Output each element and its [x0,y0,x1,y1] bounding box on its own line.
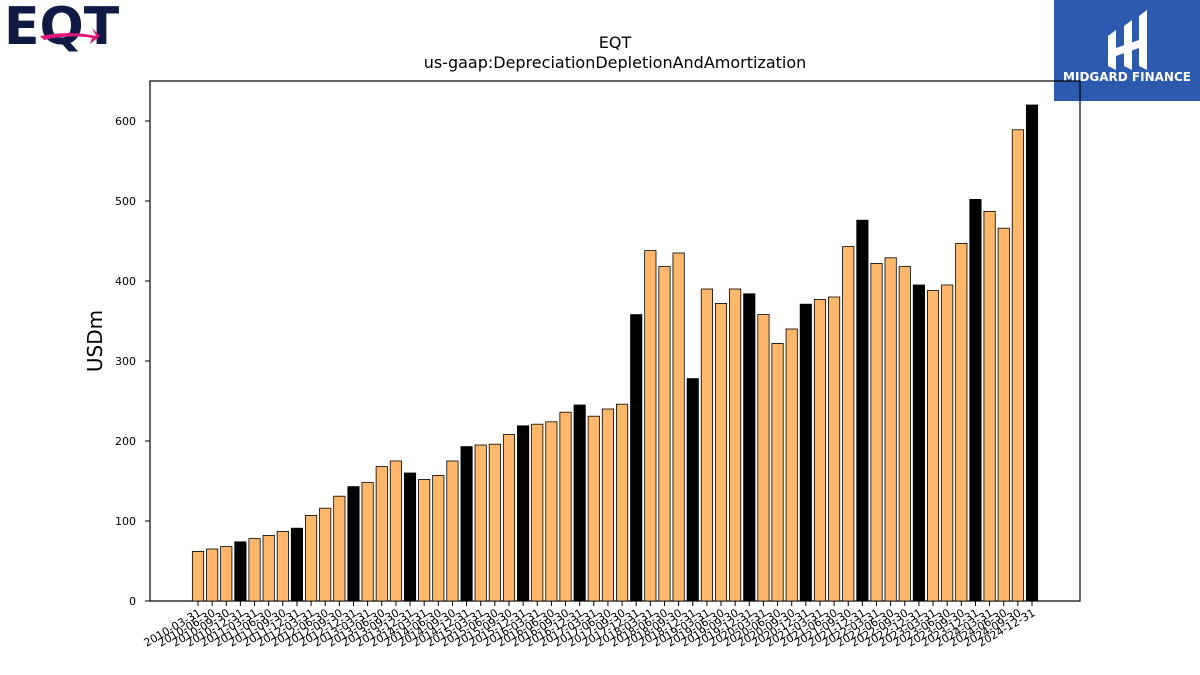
company-logo-text: EQT [4,0,120,57]
bar [757,314,770,602]
bar [191,551,205,602]
bar [700,288,713,602]
y-tick-label: 200 [115,435,136,448]
x-axis: 2010-03-312010-06-302010-09-302010-12-31… [142,601,1038,650]
bar [403,472,417,602]
bar [333,495,346,602]
bar [248,538,261,602]
bar [446,460,459,602]
y-tick-label: 400 [115,275,136,288]
bar [714,302,728,602]
company-logo: EQT [4,0,120,57]
bar [785,328,798,602]
bar [502,434,516,602]
company-logo-arrow-icon [40,28,100,44]
y-axis: 0 100 200 300 400 500 600 [115,115,150,608]
bar [799,303,812,602]
bars [191,104,1039,602]
bar [601,408,614,602]
bar [488,443,501,602]
bar [305,515,318,602]
y-tick-label: 0 [129,595,136,608]
bar [813,298,827,602]
y-tick-label: 300 [115,355,136,368]
bar [926,290,940,602]
bar [220,546,233,602]
bar [517,425,530,602]
bar [319,507,332,602]
y-tick-label: 600 [115,115,136,128]
bar [587,415,600,602]
bar [672,252,685,602]
bar [234,541,247,602]
chart-subtitle: us-gaap:DepreciationDepletionAndAmortiza… [424,53,807,72]
bar [573,404,586,602]
bar [912,284,925,602]
bar [531,423,544,602]
y-axis-label: USDm [83,310,107,372]
bar [206,548,219,602]
bar [460,446,473,602]
bar [884,257,897,602]
corner-logo-text: MIDGARD FINANCE [1063,70,1191,84]
bar [828,296,841,602]
bar [658,266,671,602]
bar [418,478,431,602]
plot-frame [149,80,1081,602]
bar [559,411,572,602]
bar [474,444,487,602]
chart-title: EQT [599,33,632,52]
bar [616,403,629,602]
bar [743,293,756,602]
bar [686,378,699,602]
bar [856,219,869,602]
bar [644,250,657,602]
bar [432,474,445,602]
bar [983,210,996,602]
bar [955,242,968,602]
bar [842,246,855,602]
bar [630,314,643,602]
bar [262,535,275,602]
bar [771,342,784,602]
bar [870,262,883,602]
bar [347,486,360,602]
bar [545,421,558,602]
bar [1011,129,1024,602]
y-tick-label: 100 [115,515,136,528]
bar [941,284,954,602]
bar [361,482,374,602]
bar [276,531,289,602]
bar [1025,104,1039,602]
bar [290,527,304,602]
bar [729,288,742,602]
bar [969,198,982,602]
y-tick-label: 500 [115,195,136,208]
bar [389,460,402,602]
bar [898,266,911,602]
corner-logo: MIDGARD FINANCE [1054,0,1200,101]
midgard-mark-icon [1108,10,1147,70]
bar [997,227,1010,602]
bar [375,466,388,602]
